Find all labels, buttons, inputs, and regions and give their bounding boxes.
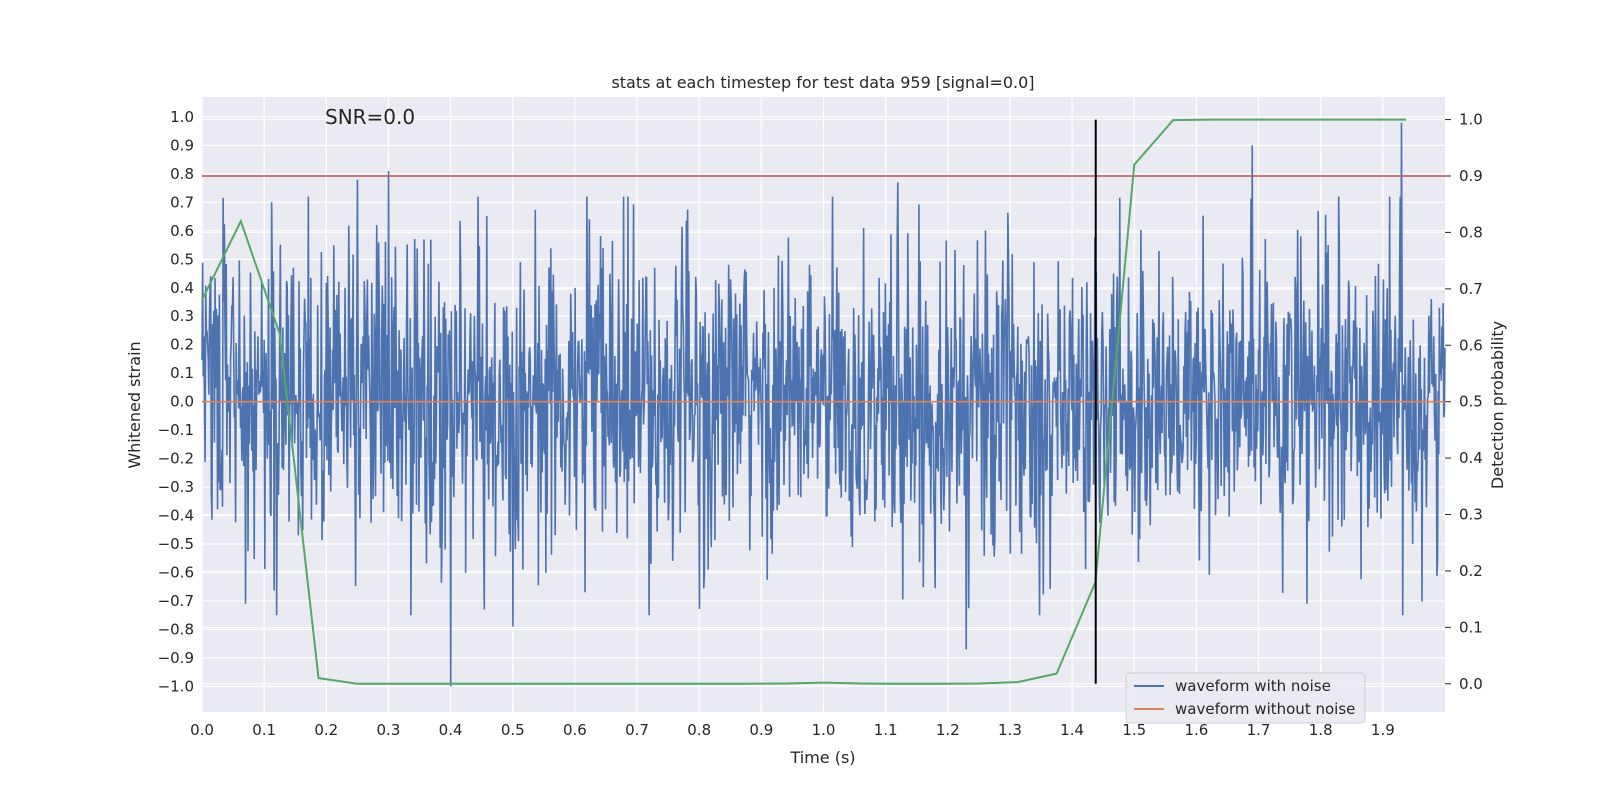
x-tick-label: 0.7 (625, 721, 649, 739)
y-right-tick-label: 0.7 (1459, 280, 1483, 298)
y-left-tick-label: 0.3 (170, 307, 194, 325)
y-left-tick-label: −0.5 (158, 535, 194, 553)
x-tick-label: 0.5 (501, 721, 525, 739)
x-tick-label: 0.0 (190, 721, 214, 739)
x-tick-label: 1.5 (1122, 721, 1146, 739)
legend: waveform with noise waveform without noi… (1125, 672, 1366, 724)
y-left-tick-label: −1.0 (158, 677, 194, 695)
series-detection-probability (201, 118, 1407, 685)
y-axis-right-ticks: 0.0 0.1 0.2 0.3 0.4 0.5 0.6 0.7 0.8 0.9 1.0 (1445, 111, 1483, 693)
y-right-tick-label: 1.0 (1459, 111, 1483, 129)
x-axis-title: Time (s) (789, 748, 855, 767)
y-left-tick-label: −0.7 (158, 592, 194, 610)
legend-label-noise: waveform with noise (1175, 677, 1331, 695)
legend-label-clean: waveform without noise (1175, 700, 1355, 718)
y-left-tick-label: 0.4 (170, 279, 194, 297)
y-right-tick-label: 0.9 (1459, 167, 1483, 185)
y-left-tick-label: 0.2 (170, 336, 194, 354)
x-tick-label: 0.2 (314, 721, 338, 739)
x-tick-label: 1.9 (1371, 721, 1395, 739)
y-right-tick-label: 0.3 (1459, 506, 1483, 524)
y-right-tick-label: 0.1 (1459, 618, 1483, 636)
y-left-tick-label: 0.7 (170, 193, 194, 211)
x-tick-label: 1.3 (998, 721, 1022, 739)
x-tick-label: 0.8 (687, 721, 711, 739)
x-tick-label: 1.6 (1184, 721, 1208, 739)
x-tick-label: 1.0 (812, 721, 836, 739)
snr-annotation: SNR=0.0 (325, 105, 415, 129)
x-tick-label: 0.9 (749, 721, 773, 739)
y-left-tick-label: 0.1 (170, 364, 194, 382)
x-tick-label: 1.1 (874, 721, 898, 739)
x-tick-label: 1.2 (936, 721, 960, 739)
y-left-tick-label: −0.9 (158, 649, 194, 667)
y-right-tick-label: 0.5 (1459, 393, 1483, 411)
y-left-tick-label: −0.6 (158, 563, 194, 581)
chart-title: stats at each timestep for test data 959… (611, 73, 1034, 92)
y-axis-left-title: Whitened strain (125, 341, 144, 468)
y-left-tick-label: −0.4 (158, 507, 194, 525)
y-right-tick-label: 0.6 (1459, 336, 1483, 354)
x-axis-ticks: 0.0 0.1 0.2 0.3 0.4 0.5 0.6 0.7 0.8 0.9 1.0 1.1 1.2 1… (190, 721, 1395, 739)
x-tick-label: 0.4 (439, 721, 463, 739)
x-tick-label: 1.7 (1247, 721, 1271, 739)
y-left-tick-label: −0.1 (158, 421, 194, 439)
waveform-with-noise-line (201, 122, 1446, 687)
x-tick-label: 1.8 (1309, 721, 1333, 739)
y-left-tick-label: −0.2 (158, 450, 194, 468)
series-waveform-with-noise (201, 122, 1446, 687)
x-tick-label: 1.4 (1060, 721, 1084, 739)
y-left-tick-label: 0.6 (170, 222, 194, 240)
y-right-tick-label: 0.8 (1459, 223, 1483, 241)
detection-probability-line (201, 118, 1407, 685)
y-right-tick-label: 0.2 (1459, 562, 1483, 580)
y-left-tick-label: −0.8 (158, 620, 194, 638)
y-left-tick-label: 1.0 (170, 108, 194, 126)
y-left-tick-label: 0.5 (170, 250, 194, 268)
y-left-tick-label: 0.8 (170, 165, 194, 183)
y-right-tick-label: 0.0 (1459, 675, 1483, 693)
x-tick-label: 0.6 (563, 721, 587, 739)
y-right-tick-label: 0.4 (1459, 449, 1483, 467)
x-tick-label: 0.3 (377, 721, 401, 739)
y-left-tick-label: 0.9 (170, 136, 194, 154)
y-left-tick-label: −0.3 (158, 478, 194, 496)
x-tick-label: 0.1 (252, 721, 276, 739)
legend-box (1125, 672, 1366, 724)
y-axis-left-ticks: −1.0 −0.9 −0.8 −0.7 −0.6 −0.5 −0.4 −0.3 −0.2 −0.1… (158, 108, 194, 695)
y-left-tick-label: 0.0 (170, 393, 194, 411)
y-axis-right-title: Detection probability (1488, 321, 1507, 489)
